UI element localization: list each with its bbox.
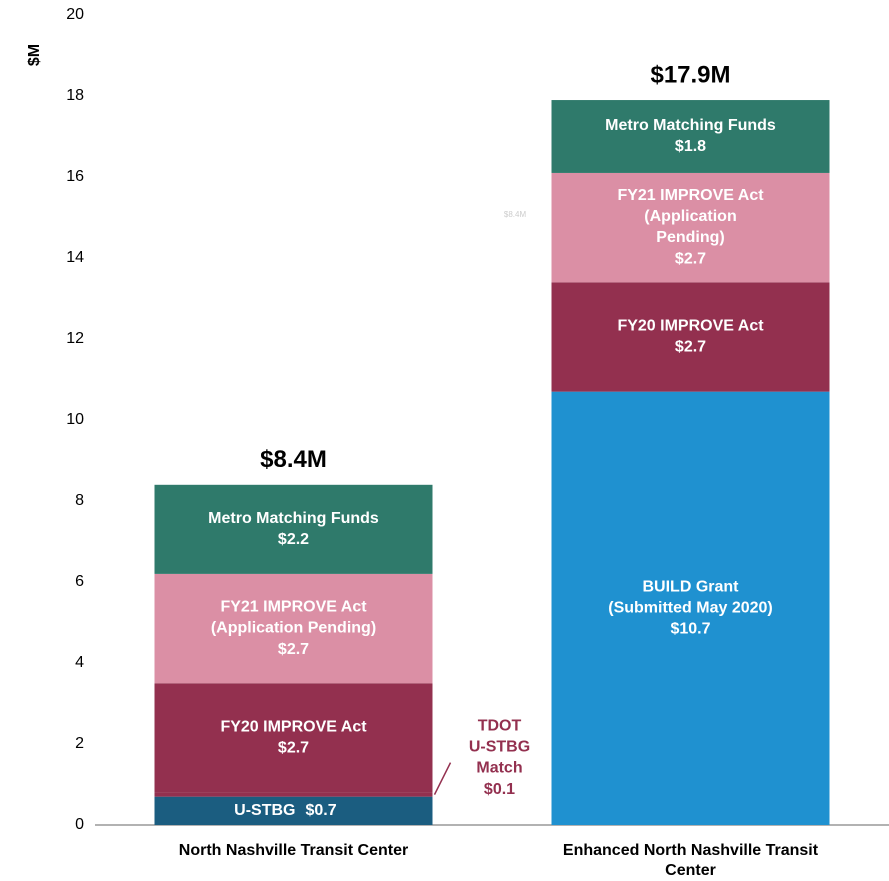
y-tick-label: 0 [75, 816, 84, 833]
y-tick-label: 14 [66, 249, 84, 266]
bar-segment [154, 484, 433, 574]
segment-label: U-STBG [234, 802, 295, 819]
y-tick-label: 20 [66, 6, 84, 23]
segment-label: FY21 IMPROVE Act (Application Pending) [617, 187, 764, 246]
segment-label: FY20 IMPROVE Act [220, 719, 367, 736]
segment-value: $2.2 [278, 531, 309, 548]
bar-segment [154, 573, 433, 684]
bar-segment [154, 796, 433, 825]
bar-segment [551, 172, 830, 283]
segment-label: TDOT U-STBG Match [469, 718, 530, 777]
x-tick-label: North Nashville Transit Center [179, 842, 408, 859]
segment-value: $2.7 [675, 339, 706, 356]
segment-label: BUILD Grant (Submitted May 2020) [608, 579, 772, 617]
y-tick-label: 8 [75, 492, 84, 509]
y-tick-label: 12 [66, 330, 84, 347]
bar-segment [551, 391, 830, 825]
segment-value: $2.7 [278, 740, 309, 757]
segment-value: $2.7 [675, 250, 706, 267]
y-tick-label: 4 [75, 654, 84, 671]
bar-segment [551, 100, 830, 173]
y-tick-label: 16 [66, 168, 84, 185]
segment-label: Metro Matching Funds [605, 117, 776, 134]
segment-value: $2.7 [278, 641, 309, 658]
segment-label: FY20 IMPROVE Act [617, 318, 764, 335]
segment-label: Metro Matching Funds [208, 510, 379, 527]
leader-line [433, 762, 452, 795]
y-tick-label: 6 [75, 573, 84, 590]
y-tick-label: 10 [66, 411, 84, 428]
bar-segment [154, 683, 433, 793]
bar-segment [154, 792, 433, 797]
bar-segment [551, 282, 830, 392]
segment-value: $1.8 [675, 138, 706, 155]
total-label: $17.9M [650, 61, 730, 88]
segment-value: $0.1 [484, 781, 515, 798]
y-axis-label: $M [26, 44, 43, 66]
y-tick-label: 2 [75, 735, 84, 752]
segment-value: $0.7 [306, 802, 337, 819]
segment-label: FY21 IMPROVE Act (Application Pending) [211, 599, 376, 637]
annotation: $8.4M [504, 210, 527, 219]
x-tick-label: Enhanced North Nashville Transit Center [563, 842, 819, 879]
segment-value: $10.7 [670, 621, 710, 638]
y-tick-label: 18 [66, 87, 84, 104]
total-label: $8.4M [260, 446, 327, 473]
